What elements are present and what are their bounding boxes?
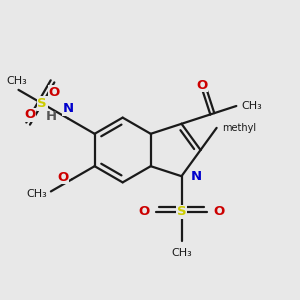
- Text: CH₃: CH₃: [242, 101, 262, 111]
- Text: N: N: [191, 170, 202, 183]
- Text: O: O: [139, 206, 150, 218]
- Text: O: O: [213, 206, 224, 218]
- Text: CH₃: CH₃: [27, 188, 47, 199]
- Text: N: N: [63, 102, 74, 115]
- Text: O: O: [196, 79, 208, 92]
- Text: O: O: [57, 171, 69, 184]
- Text: H: H: [46, 110, 57, 123]
- Text: S: S: [177, 206, 186, 218]
- Text: CH₃: CH₃: [6, 76, 27, 86]
- Text: O: O: [49, 86, 60, 99]
- Text: methyl: methyl: [222, 123, 256, 133]
- Text: O: O: [24, 108, 36, 121]
- Text: CH₃: CH₃: [171, 248, 192, 258]
- Text: S: S: [37, 97, 47, 110]
